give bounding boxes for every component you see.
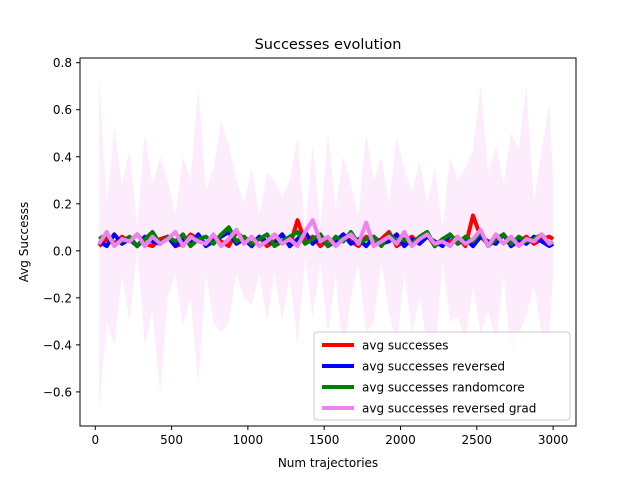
y-tick-label: −0.2 — [43, 291, 72, 305]
x-tick-label: 2500 — [462, 433, 493, 447]
chart-title: Successes evolution — [255, 37, 402, 53]
x-tick-label: 3000 — [538, 433, 569, 447]
y-tick-label: 0.0 — [53, 244, 72, 258]
y-tick-label: 0.6 — [53, 103, 72, 117]
series-lines-layer — [97, 213, 555, 249]
x-tick-label: 1500 — [309, 433, 340, 447]
y-tick-label: −0.6 — [43, 385, 72, 399]
x-tick-label: 1000 — [233, 433, 264, 447]
y-tick-label: −0.4 — [43, 338, 72, 352]
y-ticks: −0.6 −0.4 −0.2 0.0 0.2 0.4 0.6 0.8 — [43, 56, 80, 399]
x-axis-label: Num trajectories — [278, 456, 378, 470]
plot-frame — [79, 57, 577, 427]
legend: avg successes avg successes reversed avg s… — [313, 331, 571, 421]
x-ticks: 0 500 1000 1500 2000 2500 3000 — [91, 426, 568, 447]
y-tick-label: 0.8 — [53, 56, 72, 70]
legend-label: avg successes reversed — [362, 360, 505, 374]
avg-successes-reversed-grad-line — [97, 218, 555, 249]
legend-box — [313, 331, 571, 421]
legend-label: avg successes randomcore — [362, 381, 525, 395]
legend-label: avg successes reversed grad — [362, 402, 536, 416]
y-tick-label: 0.4 — [53, 150, 72, 164]
y-tick-label: 0.2 — [53, 197, 72, 211]
x-tick-label: 2000 — [385, 433, 416, 447]
x-tick-label: 0 — [91, 433, 99, 447]
x-tick-label: 500 — [160, 433, 183, 447]
legend-label: avg successes — [362, 339, 448, 353]
y-axis-label: Avg Successs — [17, 202, 31, 283]
